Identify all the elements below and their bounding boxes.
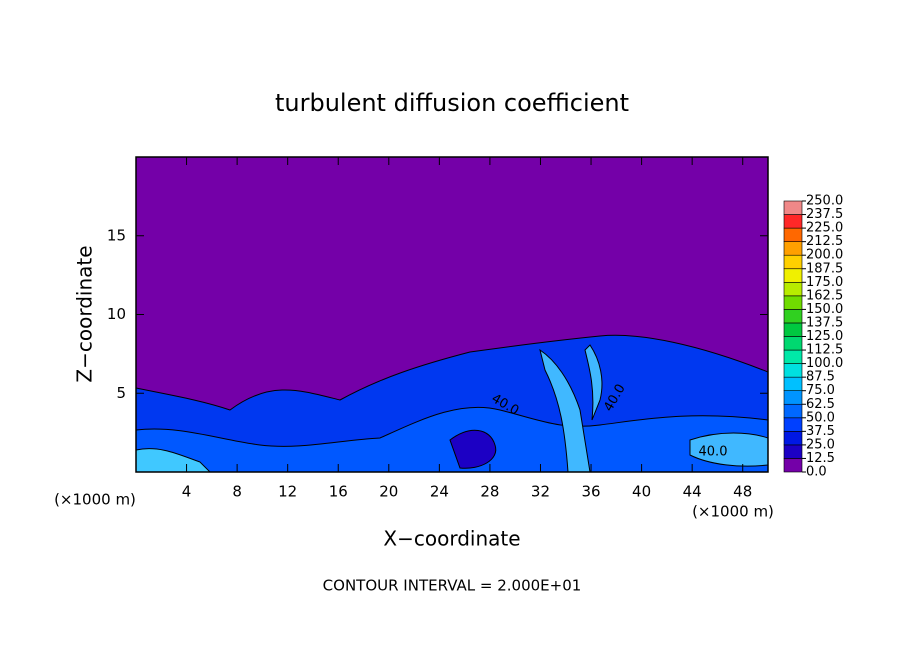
x-tick-label: 20 (379, 483, 398, 501)
colorbar-box (783, 241, 803, 256)
colorbar-label: 87.5 (806, 370, 835, 385)
x-unit: (×1000 m) (54, 491, 136, 509)
x-unit: (×1000 m) (692, 503, 774, 521)
colorbar-label: 125.0 (806, 329, 843, 344)
colorbar-box (783, 227, 803, 242)
colorbar-box (783, 214, 803, 229)
x-tick-label: 48 (733, 483, 752, 501)
colorbar-box (783, 458, 803, 473)
colorbar-label: 212.5 (806, 234, 843, 249)
y-tick-label: 15 (107, 226, 126, 244)
colorbar-label: 162.5 (806, 288, 843, 303)
field-region (449, 430, 497, 469)
colorbar-box (783, 390, 803, 405)
x-tick-label: 4 (182, 483, 192, 501)
field-region (136, 448, 211, 472)
colorbar-label: 112.5 (806, 343, 843, 358)
field-region (689, 432, 768, 467)
colorbar-box (783, 363, 803, 378)
contour-label: 40.0 (699, 445, 728, 460)
x-tick-label: 24 (430, 483, 449, 501)
colorbar-label: 25.0 (806, 437, 835, 452)
footer: CONTOUR INTERVAL = 2.000E+01 (323, 577, 582, 595)
x-tick-label: 12 (278, 483, 297, 501)
x-axis-label: X−coordinate (383, 527, 520, 551)
colorbar-label: 62.5 (806, 397, 835, 412)
colorbar-box (783, 254, 803, 270)
colorbar-label: 175.0 (806, 275, 843, 290)
colorbar-box (783, 200, 803, 215)
colorbar-label: 100.0 (806, 356, 843, 371)
colorbar-label: 75.0 (806, 383, 835, 398)
colorbar-label: 0.0 (806, 465, 827, 480)
colorbar-box (783, 403, 803, 419)
x-tick-label: 44 (683, 483, 702, 501)
x-tick-label: 28 (480, 483, 499, 501)
y-tick-label: 5 (116, 384, 126, 402)
chart-title: turbulent diffusion coefficient (275, 89, 629, 117)
colorbar-label: 200.0 (806, 248, 843, 263)
colorbar-box (783, 281, 803, 297)
colorbar-box (783, 431, 803, 446)
field-region (584, 344, 603, 421)
colorbar-box (783, 417, 803, 432)
colorbar-label: 250.0 (806, 194, 843, 209)
colorbar-label: 225.0 (806, 221, 843, 236)
colorbar-box (783, 309, 803, 324)
colorbar-label: 37.5 (806, 424, 835, 439)
colorbar-label: 137.5 (806, 315, 843, 330)
colorbar-label: 50.0 (806, 410, 835, 425)
field (136, 157, 768, 472)
x-tick-label: 8 (232, 483, 242, 501)
colorbar-box (783, 349, 803, 364)
colorbar-label: 187.5 (806, 261, 843, 276)
colorbar-label: 237.5 (806, 207, 843, 222)
x-tick-label: 16 (329, 483, 348, 501)
x-tick-label: 32 (531, 483, 550, 501)
colorbar-box (783, 268, 803, 283)
y-axis-label: Z−coordinate (73, 245, 97, 382)
colorbar-box (783, 295, 803, 310)
x-tick-label: 40 (632, 483, 651, 501)
colorbar-box (783, 444, 803, 459)
colorbar-label: 12.5 (806, 451, 835, 466)
colorbar-box (783, 376, 803, 391)
x-tick-label: 36 (581, 483, 600, 501)
colorbar-box (783, 322, 803, 337)
colorbar-label: 150.0 (806, 302, 843, 317)
y-tick-label: 10 (107, 305, 126, 323)
colorbar-box (783, 336, 803, 351)
